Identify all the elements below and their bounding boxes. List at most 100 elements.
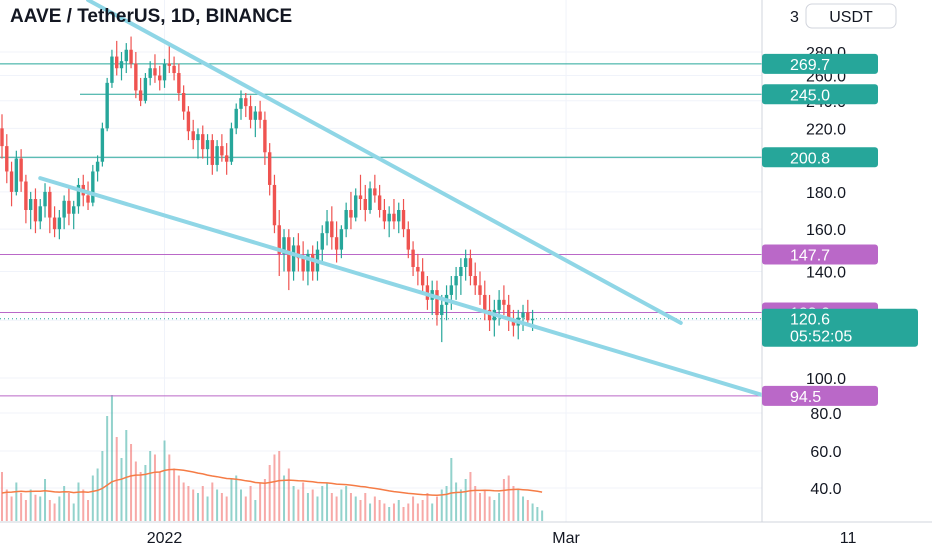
volume-bar — [263, 479, 266, 521]
trendline[interactable] — [38, 176, 808, 410]
volume-bar — [383, 503, 386, 521]
candle-body — [91, 171, 95, 203]
volume-bar — [20, 493, 23, 521]
volume-bar — [445, 486, 448, 521]
candle-body — [420, 271, 425, 286]
y-tick-label: 40.0 — [810, 481, 841, 498]
candle-body — [177, 73, 181, 93]
candle-body — [272, 184, 277, 226]
candle-body — [301, 258, 305, 272]
candle-body — [363, 199, 367, 210]
last-price-tag — [762, 308, 918, 347]
volume-bar — [306, 493, 309, 521]
currency-button[interactable] — [805, 3, 897, 29]
volume-bar — [48, 500, 51, 521]
volume-bar — [230, 479, 233, 521]
candle-body — [392, 213, 396, 222]
candle-body — [33, 199, 38, 222]
volume-bar — [220, 493, 223, 521]
candle-body — [124, 49, 128, 62]
candle-body — [215, 146, 219, 165]
candle-body — [158, 75, 162, 81]
candle-body — [354, 195, 358, 218]
volume-bar — [96, 468, 99, 521]
volume-bar — [498, 493, 501, 521]
volume-bar — [517, 489, 520, 521]
volume-bar — [15, 482, 18, 521]
candle-body — [0, 128, 4, 147]
candle-body — [382, 209, 387, 222]
volume-bar — [311, 489, 314, 521]
currency-label: USDT — [829, 9, 873, 26]
candle-body — [181, 92, 186, 112]
volume-bar — [459, 489, 462, 521]
volume-bar — [87, 500, 90, 521]
volume-bar — [474, 486, 477, 521]
y-tick-label: 160.0 — [806, 222, 846, 239]
volume-bar — [369, 503, 372, 521]
volume-bar — [469, 472, 472, 521]
last-price-label: 120.6 — [790, 312, 830, 329]
candle-body — [196, 134, 200, 141]
candle-body — [377, 195, 382, 210]
volume-bar — [287, 468, 290, 521]
volume-bar — [201, 486, 204, 521]
volume-bar — [378, 500, 381, 521]
volume-bar — [216, 489, 219, 521]
candle-body — [5, 146, 9, 172]
volume-bar — [455, 482, 458, 521]
candle-body — [263, 119, 267, 153]
candle-body — [373, 188, 377, 196]
volume-bar — [34, 494, 37, 521]
candle-body — [138, 90, 143, 101]
volume-bar — [488, 496, 491, 521]
candle-body — [86, 195, 90, 203]
time-axis[interactable]: 2022 Mar 11 — [0, 521, 932, 550]
candle-body — [454, 276, 458, 286]
y-tick-label: 100.0 — [806, 371, 846, 388]
volume-bar — [388, 507, 391, 521]
volume-bar — [206, 496, 209, 521]
volume-bar — [283, 475, 286, 521]
trendlines[interactable] — [38, 0, 808, 410]
scale-header[interactable]: 3 USDT — [790, 3, 897, 29]
candle-body — [311, 253, 315, 272]
trendline[interactable] — [86, 0, 683, 325]
candle-body — [224, 155, 229, 162]
volume-bar — [464, 479, 467, 521]
candle-body — [76, 184, 81, 207]
volume-bar — [273, 454, 276, 521]
time-axis-background — [0, 522, 932, 550]
x-tick-label: Mar — [552, 530, 580, 547]
volume-ma-line — [1, 468, 543, 497]
candle-body — [62, 200, 66, 218]
candle-body — [186, 111, 191, 132]
volume-bar — [72, 503, 75, 521]
scale-prefix: 3 — [790, 9, 799, 26]
volume-bar — [479, 493, 481, 521]
volume-bar — [5, 489, 8, 521]
candle-body — [14, 158, 19, 192]
volume-bar — [153, 454, 156, 521]
volume-bar — [349, 493, 352, 521]
candle-body — [349, 209, 353, 218]
volume-bar — [392, 503, 395, 521]
candle-body — [28, 199, 33, 210]
candle-body — [148, 68, 152, 78]
candle-body — [459, 266, 463, 277]
volume-bar — [235, 475, 238, 521]
price-level-tag — [762, 147, 878, 168]
volume-bar — [416, 503, 419, 521]
volume-bar — [321, 486, 324, 521]
volume-bar — [526, 500, 529, 521]
volume-bar — [196, 493, 199, 521]
candle-body — [296, 245, 301, 259]
price-level-tag-label: 200.8 — [790, 150, 830, 167]
candle-body — [72, 206, 76, 214]
candle-body — [449, 285, 454, 295]
candle-body — [502, 299, 506, 305]
volume-bar — [278, 451, 281, 521]
candle-body — [143, 77, 148, 101]
